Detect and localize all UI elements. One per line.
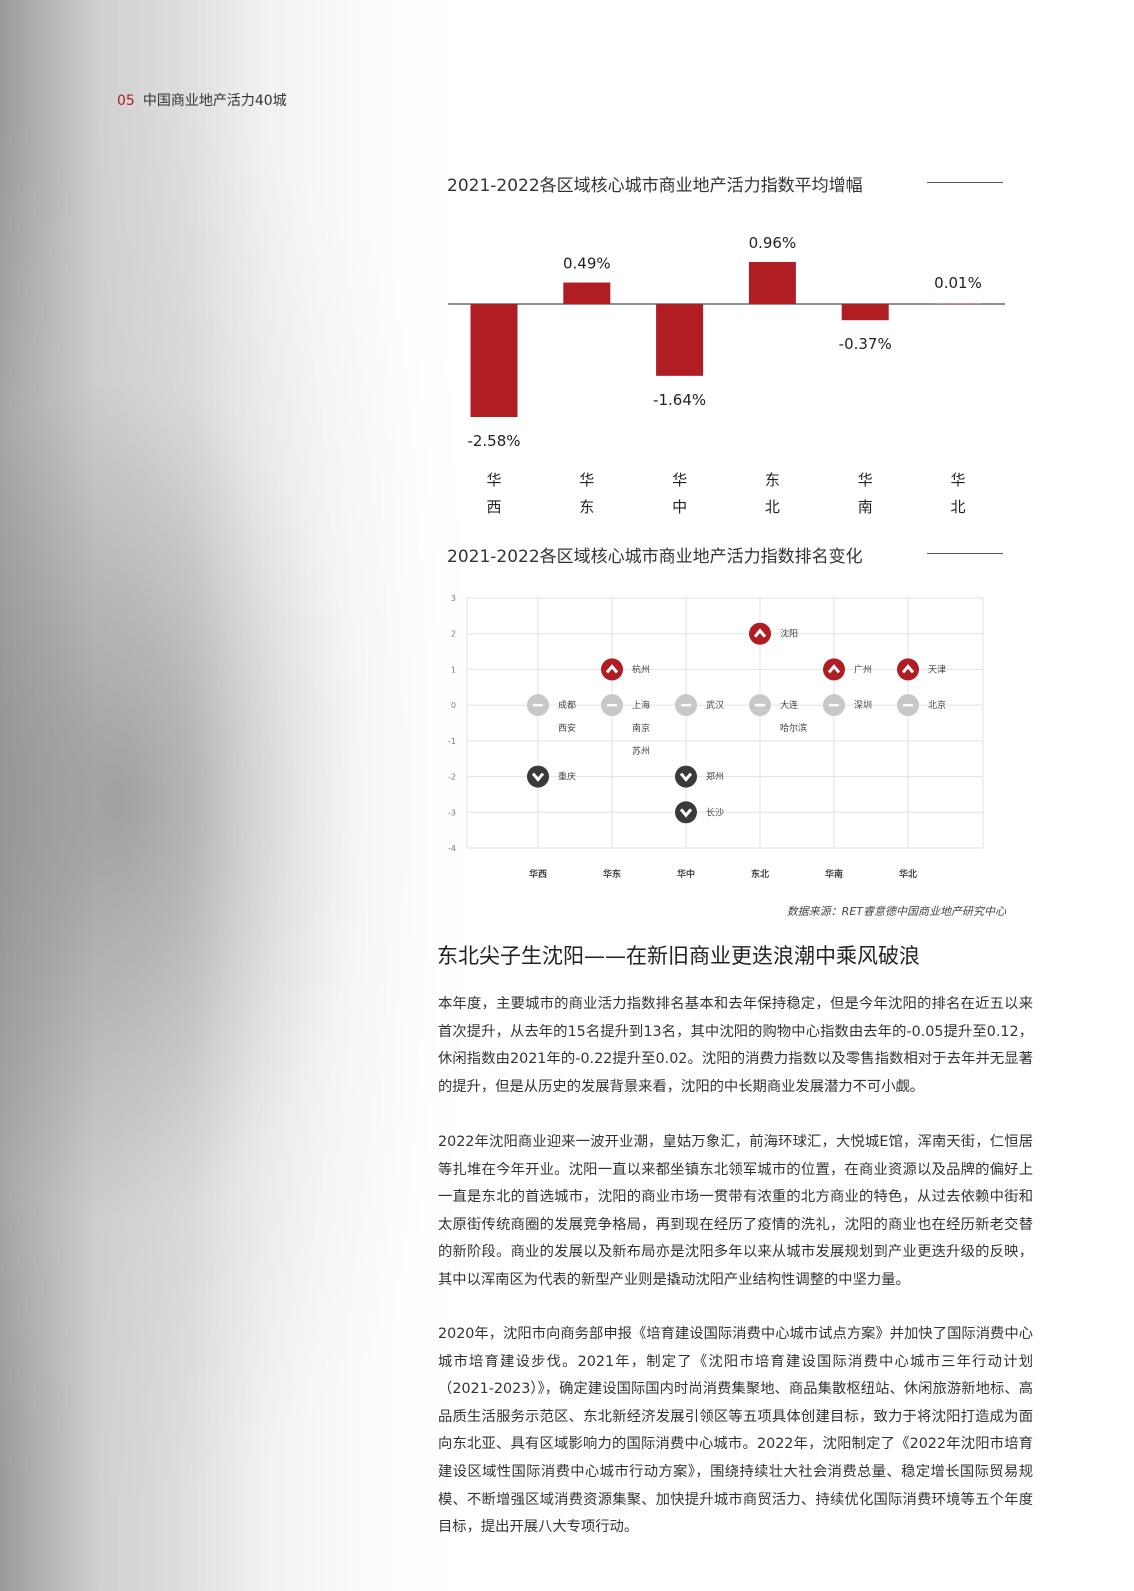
page-number: 05 bbox=[117, 93, 135, 109]
data-label: -0.37% bbox=[839, 335, 892, 353]
trend-marker bbox=[897, 658, 919, 681]
x-tick-label: 华南 bbox=[825, 868, 843, 880]
trend-marker bbox=[823, 658, 845, 681]
bar bbox=[934, 303, 982, 304]
y-tick-label: -4 bbox=[448, 844, 456, 853]
city-label: 沈阳 bbox=[780, 628, 798, 640]
city-label: 大连 bbox=[780, 699, 798, 711]
category-label: 西 bbox=[486, 498, 501, 516]
category-label: 华 bbox=[950, 471, 965, 489]
category-label: 中 bbox=[672, 498, 687, 516]
paragraph: 2022年沈阳商业迎来一波开业潮，皇姑万象汇，前海环球汇，大悦城E馆，浑南天街，… bbox=[438, 1134, 1033, 1288]
chevron-down-icon bbox=[679, 808, 693, 818]
paragraph: 本年度，主要城市的商业活力指数排名基本和去年保持稳定，但是今年沈阳的排名在近五以… bbox=[438, 996, 1033, 1095]
x-tick-label: 华东 bbox=[603, 868, 621, 880]
city-label: 深圳 bbox=[854, 700, 872, 711]
city-label: 南京 bbox=[632, 722, 650, 734]
bar bbox=[748, 261, 796, 304]
trend-marker bbox=[675, 765, 697, 788]
category-label: 华 bbox=[486, 471, 501, 489]
category-label: 东 bbox=[765, 471, 780, 489]
data-label: 0.49% bbox=[563, 255, 611, 273]
trend-marker bbox=[675, 801, 697, 824]
bar bbox=[841, 304, 889, 321]
city-label: 杭州 bbox=[632, 663, 650, 675]
page-header: 05 中国商业地产活力40城 bbox=[117, 90, 287, 110]
y-tick-label: -1 bbox=[448, 737, 456, 746]
category-label: 南 bbox=[858, 498, 873, 516]
trend-marker bbox=[601, 658, 623, 681]
x-tick-label: 华西 bbox=[529, 868, 547, 880]
data-label: 0.96% bbox=[749, 234, 797, 252]
y-tick-label: 3 bbox=[451, 594, 456, 603]
data-label: -1.64% bbox=[653, 391, 706, 409]
city-label: 西安 bbox=[558, 722, 576, 734]
x-tick-label: 华中 bbox=[677, 868, 695, 880]
bar-chart: -2.58%华西0.49%华东-1.64%华中0.96%东北-0.37%华南0.… bbox=[448, 234, 1005, 516]
bar bbox=[563, 282, 611, 304]
city-label: 上海 bbox=[632, 699, 650, 711]
chevron-up-icon bbox=[605, 664, 619, 674]
city-label: 重庆 bbox=[558, 771, 576, 783]
city-label: 北京 bbox=[928, 699, 946, 711]
category-label: 北 bbox=[950, 498, 965, 516]
category-label: 东 bbox=[579, 498, 594, 516]
city-label: 天津 bbox=[928, 664, 946, 675]
scatter-chart-title: 2021-2022各区域核心城市商业地产活力指数排名变化 bbox=[447, 542, 1003, 567]
chevron-up-icon bbox=[901, 664, 915, 674]
trend-marker bbox=[749, 622, 771, 645]
background-fade bbox=[0, 0, 480, 1591]
city-label: 哈尔滨 bbox=[780, 722, 807, 734]
x-tick-label: 东北 bbox=[751, 868, 769, 880]
trend-marker bbox=[527, 765, 549, 788]
city-label: 长沙 bbox=[706, 806, 724, 818]
city-label: 武汉 bbox=[706, 699, 724, 711]
city-label: 成都 bbox=[558, 699, 576, 711]
data-source: 数据来源：RET睿意德中国商业地产研究中心 bbox=[786, 905, 1006, 918]
y-tick-label: -2 bbox=[448, 773, 456, 782]
article-heading: 东北尖子生沈阳——在新旧商业更迭浪潮中乘风破浪 bbox=[437, 944, 920, 968]
report-title: 中国商业地产活力40城 bbox=[142, 93, 287, 109]
city-label: 郑州 bbox=[706, 771, 724, 783]
city-label: 苏州 bbox=[632, 745, 650, 757]
chevron-up-icon bbox=[827, 664, 841, 674]
y-tick-label: 1 bbox=[451, 665, 456, 674]
category-label: 华 bbox=[579, 471, 594, 489]
chevron-up-icon bbox=[753, 628, 767, 638]
y-tick-label: 0 bbox=[451, 701, 456, 710]
bar bbox=[656, 304, 704, 376]
category-label: 华 bbox=[858, 471, 873, 489]
bar bbox=[470, 304, 518, 418]
y-tick-label: 2 bbox=[451, 630, 456, 639]
chevron-down-icon bbox=[531, 772, 545, 782]
bar-chart-title: 2021-2022各区域核心城市商业地产活力指数平均增幅 bbox=[447, 171, 1003, 196]
category-label: 华 bbox=[672, 471, 687, 489]
data-label: 0.01% bbox=[934, 274, 982, 292]
x-tick-label: 华北 bbox=[899, 868, 917, 880]
category-label: 北 bbox=[765, 498, 780, 516]
data-label: -2.58% bbox=[467, 432, 520, 450]
city-label: 广州 bbox=[854, 663, 872, 675]
chevron-down-icon bbox=[679, 772, 693, 782]
paragraph: 2020年，沈阳市向商务部申报《培育建设国际消费中心城市试点方案》并加快了国际消… bbox=[438, 1326, 1033, 1536]
y-tick-label: -3 bbox=[448, 808, 456, 817]
